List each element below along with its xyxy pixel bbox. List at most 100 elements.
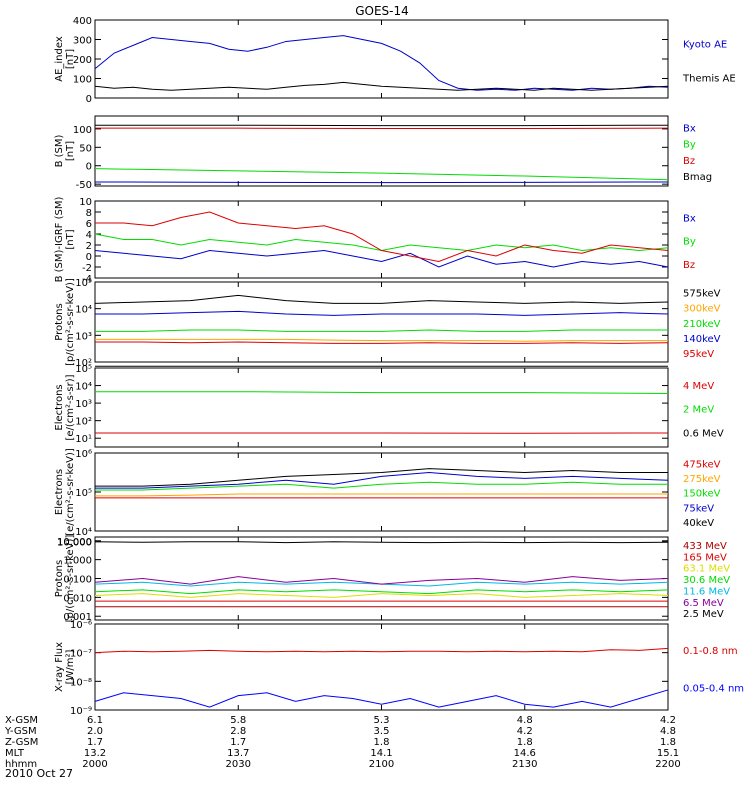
series-line [95,391,669,394]
x-info-value: 15.1 [657,748,679,759]
date-label: 2010 Oct 27 [5,767,73,780]
legend-entry: 0.1-0.8 nm [683,646,738,657]
legend-entry: Bx [683,213,696,224]
y-axis-label: B (SM)-IGRF (SM)[nT] [54,197,76,283]
y-tick-label: 0.010 [63,593,92,604]
legend-entry: By [683,237,696,248]
x-info-value: 1.8 [517,737,533,748]
panel-frame [94,536,669,621]
panel-frame [94,200,669,279]
x-info-value: 5.3 [374,715,390,726]
series-line [94,576,669,585]
legend-entry: 275keV [683,474,721,485]
legend-entry: 75keV [683,503,714,514]
legend-entry: Bmag [683,172,712,183]
y-tick-label: 10² [75,417,92,428]
legend-entry: 433 MeV [683,541,727,552]
legend-entry: 4 MeV [683,381,714,392]
y-tick-label: 8 [86,208,92,219]
y-axis-label: AE_index[nT] [54,36,76,82]
x-info-value: 6.1 [87,715,103,726]
y-tick-label: 1.000 [63,556,92,567]
y-tick-label: 10³ [75,331,92,342]
x-info-value: 14.6 [514,748,536,759]
panel-frame [94,452,669,532]
y-tick-label: 10⁴ [75,527,92,538]
legend-entry: Kyoto AE [683,40,727,51]
x-info-value: 13.7 [227,748,249,759]
x-info-value: 1.8 [374,737,390,748]
legend-entry: 140keV [683,334,721,345]
y-tick-label: 10⁵ [75,278,92,289]
legend-entry: 95keV [683,349,714,360]
panel-frame [94,623,669,711]
series-line [94,35,669,91]
series-line [94,589,669,595]
y-tick-label: 400 [73,16,92,27]
series-line [95,310,669,316]
y-tick-label: 10⁻⁸ [70,677,92,688]
series-line [94,689,669,708]
y-tick-label: 100 [73,75,92,86]
y-axis-label: Electrons[e/(cm²-s-sr)] [54,374,76,440]
y-tick-label: -4 [82,274,92,285]
legend-entry: Bx [683,123,696,134]
series-line [94,233,669,252]
y-tick-label: 0 [86,252,92,263]
y-tick-label: 10.000 [57,537,92,548]
x-info-row-label: hhmm [5,759,37,770]
x-info-row-label: MLT [5,748,25,759]
legend-entry: 11.6 MeV [683,586,730,597]
legend-entry: 6.5 MeV [683,598,724,609]
y-tick-label: 4 [86,230,92,241]
series-line [94,294,669,304]
series-line [94,168,669,181]
y-axis-label: Electrons[e/(cm²-s-sr-keV)] [54,448,76,536]
legend-entry: 2.5 MeV [683,609,724,620]
legend-entry: Bz [683,156,695,167]
series-line [94,249,669,268]
panel-2: 100 50 0 -50 B (SM)[nT] Bx By Bz Bmag [54,115,712,191]
x-info-value: 2200 [655,759,680,770]
x-info-value: 14.1 [370,748,392,759]
y-axis-label: Protons[p/(cm²-s-sr-keV)] [54,278,76,366]
series-line [94,593,669,598]
y-tick-label: 10.000 [57,538,92,549]
y-tick-label: 10⁵ [75,364,92,375]
x-info-value: 4.8 [517,715,533,726]
panel-7: 10.00010.0001.0000.1000.0100.001Protons[… [54,535,730,624]
x-info-value: 13.2 [84,748,106,759]
series-line [95,493,668,497]
y-tick-label: 10² [75,358,92,369]
y-tick-label: 10⁶ [75,449,92,460]
y-tick-label: 10⁻⁷ [70,649,92,660]
series-line [95,468,668,487]
x-info-value: 1.7 [87,737,103,748]
legend-entry: 0.6 MeV [683,429,724,440]
y-tick-label: -50 [76,180,92,191]
legend-entry: Themis AE [682,74,736,85]
x-info-value: 2000 [82,759,107,770]
legend-entry: 30.6 MeV [683,575,730,586]
y-axis-label: X-ray Flux[W/m²] [54,642,76,692]
plot-title: GOES-14 [355,4,409,18]
series-line [94,647,669,654]
x-axis-info: X-GSM 6.1 5.8 5.3 4.8 4.2Y-GSM 2.0 2.8 3.5 4.2 4.8… [4,715,681,770]
x-info-row-label: X-GSM [5,715,38,726]
series-line [95,211,669,263]
y-tick-label: 0.001 [63,612,92,623]
series-line [95,481,668,491]
y-tick-label: 10¹ [75,434,92,445]
series-line [94,181,669,184]
series-line [95,341,669,344]
x-info-row-label: Y-GSM [4,726,37,737]
legend-entry: 63.1 MeV [683,564,730,575]
y-tick-label: 0 [86,162,92,173]
x-info-value: 2030 [226,759,251,770]
panel-frame [94,281,669,363]
